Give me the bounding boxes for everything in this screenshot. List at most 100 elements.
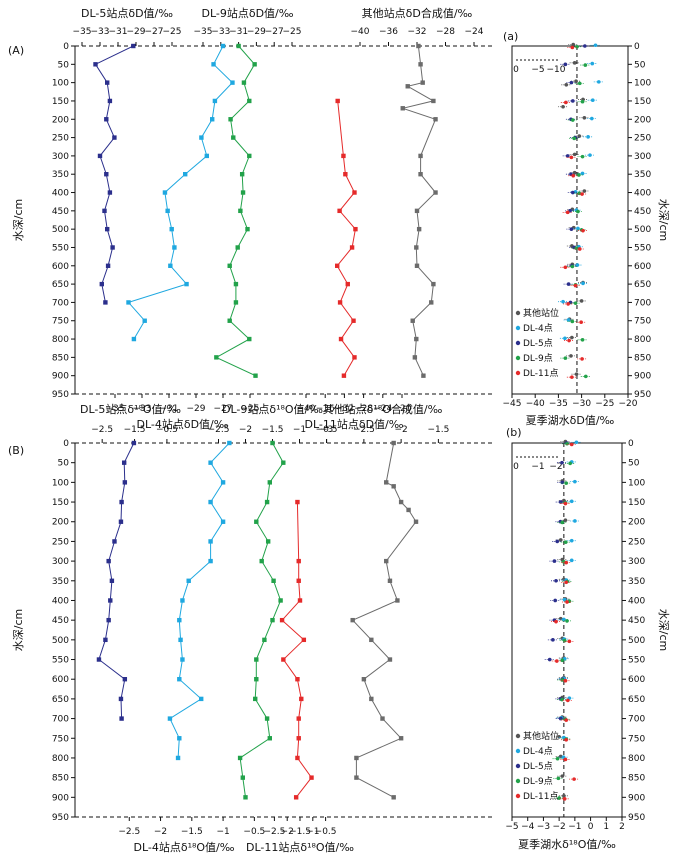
depth-tick-label: 150 — [52, 498, 69, 508]
dl5-axis-label: DL-5站点δ¹⁸O值/‰ — [80, 402, 181, 416]
data-point — [104, 117, 109, 122]
data-point — [233, 300, 239, 305]
data-point — [107, 98, 113, 104]
data-point — [110, 245, 115, 250]
depth-tick-label: 550 — [52, 243, 69, 253]
legend-label: DL-9点 — [523, 353, 553, 364]
data-point — [575, 44, 579, 49]
data-point — [254, 677, 259, 682]
data-point — [387, 657, 393, 662]
depth-tick-label: 750 — [628, 734, 645, 744]
data-point — [577, 134, 582, 138]
data-point — [580, 154, 585, 159]
depth-tick-label: 300 — [52, 557, 69, 567]
depth-tick-label: 850 — [52, 353, 69, 363]
data-point — [429, 300, 434, 305]
data-point — [573, 479, 577, 484]
panel-a-dD-scatter: 0 50 100 150 200 250 300 350 400 450 500 550 600 650 7… — [503, 42, 671, 427]
series-dl4 — [167, 440, 232, 761]
data-point — [563, 518, 568, 523]
depth-tick-label: 950 — [52, 813, 69, 823]
depth-tick-label: 600 — [52, 262, 69, 272]
data-point — [352, 355, 357, 360]
data-point — [564, 580, 569, 585]
legend-label: DL-11点 — [523, 368, 559, 379]
data-point — [564, 718, 569, 722]
data-point — [579, 299, 584, 303]
plot-frame — [511, 45, 629, 395]
depth-tick-label: 200 — [52, 518, 69, 528]
data-point — [245, 226, 250, 232]
depth-tick-label: 200 — [52, 115, 69, 125]
dl9-tick-label: −29 — [247, 27, 266, 37]
legend-label: 其他站位 — [523, 307, 559, 319]
data-point — [400, 106, 405, 111]
data-point — [180, 657, 185, 662]
data-point — [253, 696, 258, 702]
depth-tick-label: 950 — [628, 813, 645, 823]
data-point — [262, 637, 267, 643]
depth-axis-label: 水深/cm — [657, 199, 670, 241]
data-point — [413, 519, 419, 524]
data-point — [569, 558, 574, 563]
data-point — [563, 678, 568, 683]
depth-tick-label: 250 — [52, 537, 69, 547]
data-point — [335, 98, 340, 104]
data-point — [180, 598, 185, 603]
data-point — [107, 190, 113, 195]
data-point — [233, 281, 239, 287]
data-point — [570, 375, 574, 379]
depth-tick-label: 50 — [58, 60, 70, 70]
data-point — [581, 228, 585, 233]
depth-tick-label: 200 — [634, 115, 651, 125]
panel-label-a: (a) — [503, 30, 518, 43]
dl4-tick-label: −31 — [160, 404, 179, 414]
dl4-tick-label: −25 — [241, 404, 260, 414]
data-point — [220, 43, 226, 49]
depth-axis-label: 水深/cm — [12, 609, 25, 651]
depth-tick-label: 900 — [628, 793, 645, 803]
data-point — [270, 440, 275, 446]
data-point — [227, 318, 232, 323]
data-point — [93, 62, 98, 67]
depth-tick-label: 700 — [634, 298, 651, 308]
data-point — [582, 115, 587, 120]
data-point — [563, 62, 568, 67]
data-point — [169, 226, 174, 232]
data-point — [570, 190, 575, 195]
data-point — [387, 578, 393, 583]
dl4-tick-label: −1 — [216, 827, 229, 837]
data-point — [398, 499, 404, 505]
data-point — [204, 153, 209, 159]
data-point — [172, 245, 177, 250]
data-point — [570, 99, 575, 103]
comp-axis-label: 其他站点δ¹⁸O合成值/‰ — [323, 402, 443, 416]
depth-tick-label: 900 — [52, 793, 69, 803]
data-point — [341, 153, 346, 159]
series-line-dl5 — [98, 442, 135, 719]
data-point — [577, 81, 582, 86]
depth-tick-label: 900 — [52, 372, 69, 382]
comp-tick-label: −2 — [394, 425, 407, 435]
data-point — [264, 716, 270, 721]
depth-tick-label: 300 — [628, 557, 645, 567]
data-point — [220, 480, 226, 485]
data-point — [576, 209, 580, 214]
data-point — [414, 208, 420, 214]
inset-scale-label: 0 — [513, 65, 519, 75]
dl11-tick-label: −1 — [306, 827, 319, 837]
panel-label-A: (A) — [8, 44, 24, 57]
data-point — [560, 520, 565, 525]
data-point — [237, 755, 243, 761]
data-point — [561, 299, 565, 304]
x-tick-label: −35 — [549, 399, 568, 409]
comp-tick-label: −24 — [465, 27, 484, 37]
data-point — [580, 171, 585, 176]
comp-tick-label: −32 — [408, 27, 427, 37]
dl4-tick-label: −2.5 — [118, 827, 140, 837]
data-point — [177, 617, 182, 623]
depth-tick-label: 550 — [634, 243, 651, 253]
panel-A-dD-profiles: 0 50 100 150 200 250 300 350 400 450 500 550 600 650 7… — [12, 6, 495, 431]
data-point — [565, 600, 569, 604]
data-point — [590, 61, 595, 66]
